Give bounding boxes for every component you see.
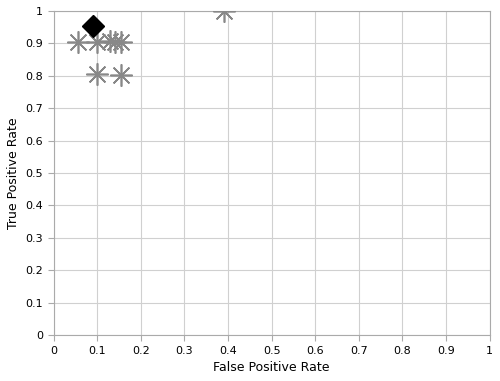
X-axis label: False Positive Rate: False Positive Rate <box>214 361 330 374</box>
Y-axis label: True Positive Rate: True Positive Rate <box>7 117 20 229</box>
